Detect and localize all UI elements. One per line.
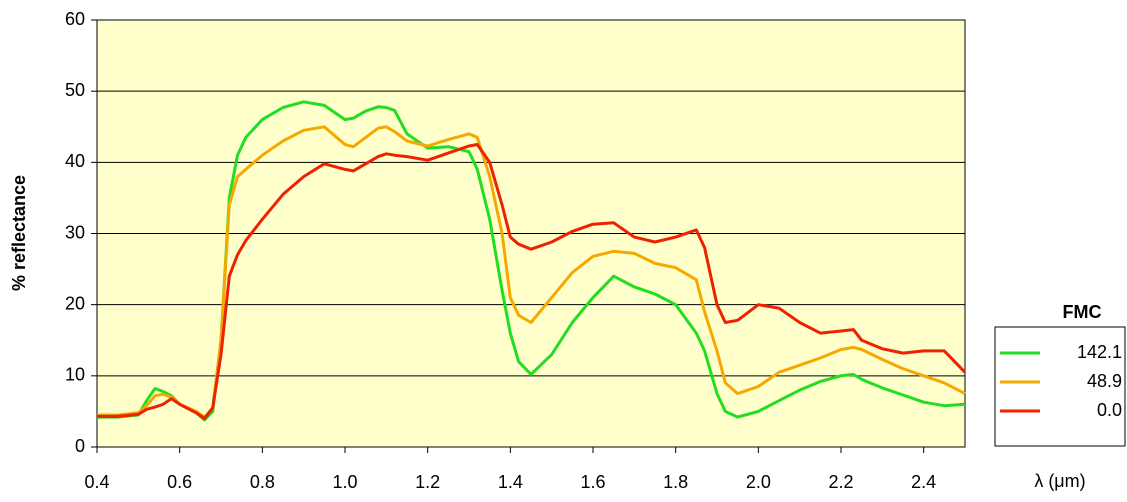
legend-label: 48.9 — [1087, 371, 1122, 391]
x-tick-label: 1.8 — [663, 472, 688, 492]
y-tick-label: 30 — [65, 222, 85, 242]
y-tick-label: 10 — [65, 365, 85, 385]
x-tick-label: 2.2 — [828, 472, 853, 492]
x-tick-label: 1.6 — [580, 472, 605, 492]
y-tick-label: 20 — [65, 293, 85, 313]
series-line — [97, 143, 967, 420]
x-tick-label: 0.6 — [167, 472, 192, 492]
x-tick-label: 2.0 — [746, 472, 771, 492]
x-tick-label: 1.0 — [332, 472, 357, 492]
legend-label: 0.0 — [1097, 400, 1122, 420]
legend-title: FMC — [1063, 302, 1102, 322]
legend-label: 142.1 — [1077, 342, 1122, 362]
series-line — [97, 100, 966, 422]
legend-box — [994, 326, 1126, 447]
x-tick-label: 1.2 — [415, 472, 440, 492]
x-tick-label: 0.4 — [84, 472, 109, 492]
y-tick-label: 40 — [65, 151, 85, 171]
y-tick-label: 50 — [65, 80, 85, 100]
y-tick-label: 60 — [65, 9, 85, 29]
y-tick-label: 0 — [75, 436, 85, 456]
x-tick-label: 1.4 — [498, 472, 523, 492]
x-axis-label: λ (μm) — [1034, 471, 1085, 491]
x-tick-label: 2.4 — [911, 472, 936, 492]
x-tick-label: 0.8 — [250, 472, 275, 492]
y-axis-label: % reflectance — [9, 175, 29, 291]
